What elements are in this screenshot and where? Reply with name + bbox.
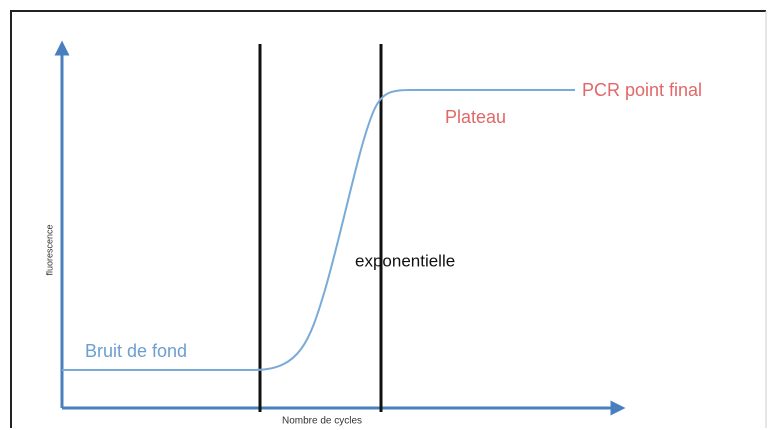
phase-label: Plateau	[445, 107, 506, 127]
frame	[10, 10, 766, 428]
phase-label: exponentielle	[355, 251, 455, 270]
phase-label: Bruit de fond	[85, 341, 187, 361]
y-axis-label: fluorescence	[44, 224, 54, 275]
phase-label: PCR point final	[582, 80, 702, 100]
x-axis-label: Nombre de cycles	[282, 416, 362, 427]
amplification-curve	[62, 89, 575, 371]
